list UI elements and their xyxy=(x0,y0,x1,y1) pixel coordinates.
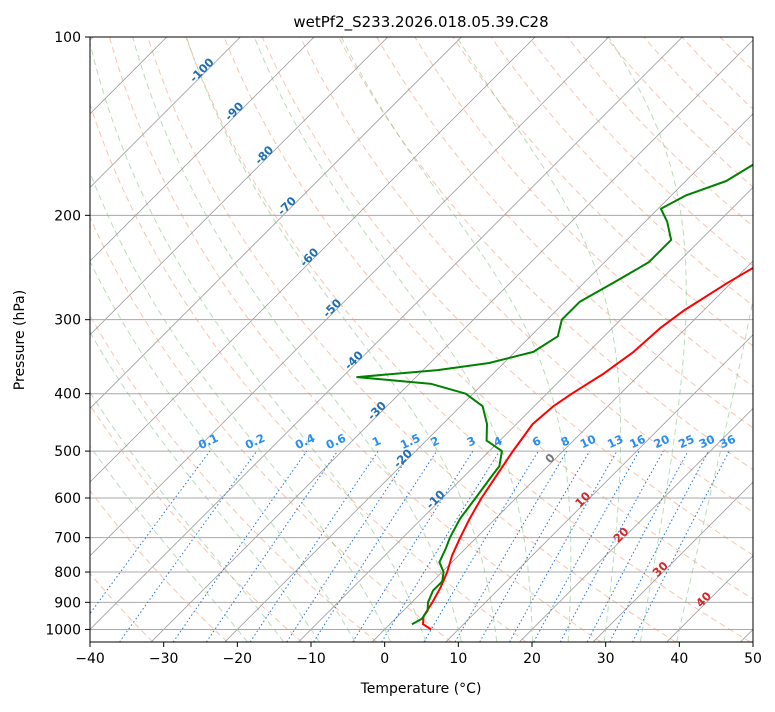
plot-background xyxy=(90,37,753,642)
chart-title: wetPf2_S233.2026.018.05.39.C28 xyxy=(293,13,548,32)
y-tick-label: 900 xyxy=(54,595,81,611)
x-tick-label: 0 xyxy=(380,651,389,667)
x-tick-label: 20 xyxy=(523,651,541,667)
y-tick-label: 1000 xyxy=(45,622,81,638)
dry-adiabat xyxy=(758,37,775,642)
x-tick-label: −30 xyxy=(149,651,179,667)
x-tick-label: −20 xyxy=(223,651,253,667)
y-tick-label: 300 xyxy=(54,313,81,329)
x-axis-label: Temperature (°C) xyxy=(360,681,482,697)
y-axis-label: Pressure (hPa) xyxy=(12,290,28,390)
x-tick-label: 40 xyxy=(670,651,688,667)
x-tick-label: −10 xyxy=(296,651,326,667)
y-tick-label: 100 xyxy=(54,30,81,46)
y-tick-label: 700 xyxy=(54,531,81,547)
y-tick-label: 200 xyxy=(54,208,81,224)
y-tick-label: 400 xyxy=(54,387,81,403)
y-tick-label: 800 xyxy=(54,565,81,581)
x-tick-label: −40 xyxy=(75,651,105,667)
x-tick-label: 10 xyxy=(449,651,467,667)
y-tick-label: 500 xyxy=(54,444,81,460)
x-tick-label: 50 xyxy=(744,651,762,667)
y-tick-label: 600 xyxy=(54,491,81,507)
x-tick-label: 30 xyxy=(597,651,615,667)
